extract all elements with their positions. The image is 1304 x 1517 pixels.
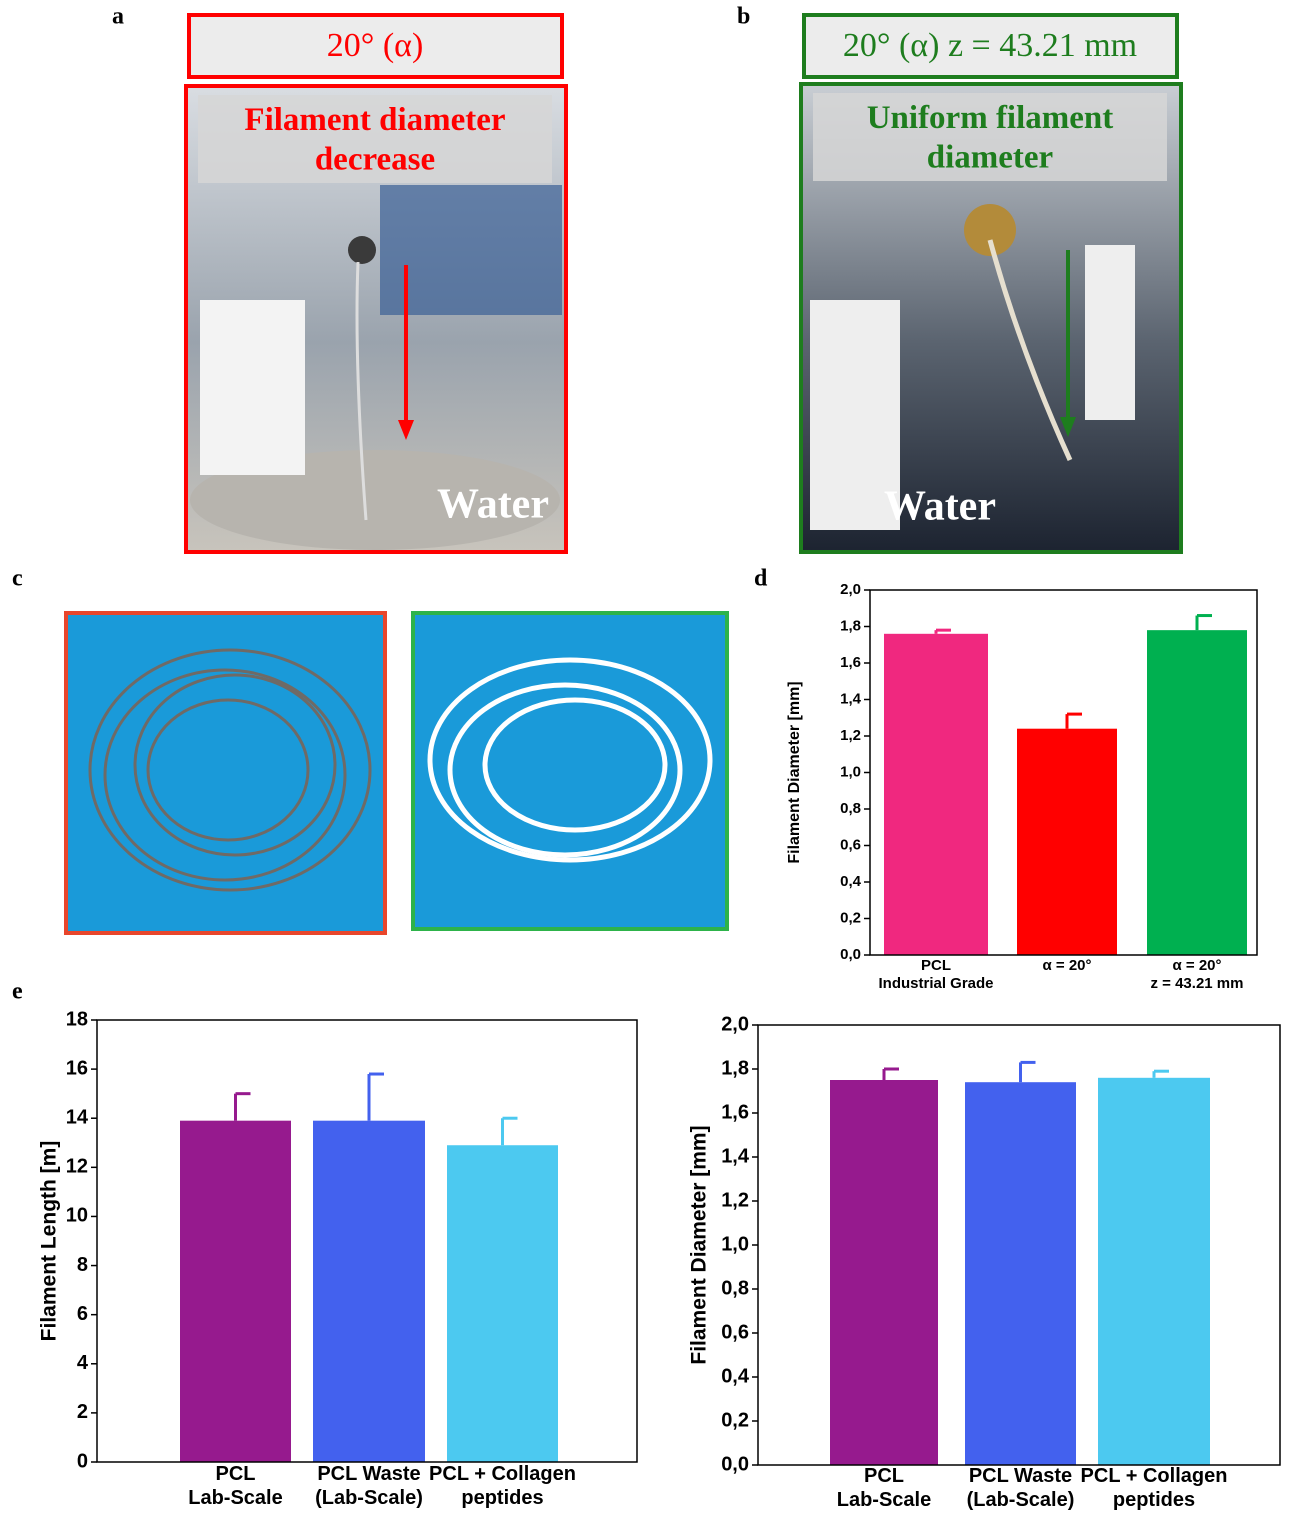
panel-letter: a bbox=[112, 4, 124, 30]
y-tick-label: 1,8 bbox=[721, 1057, 749, 1079]
y-tick-label: 0,8 bbox=[721, 1277, 749, 1299]
y-tick-label: 0 bbox=[77, 1450, 88, 1472]
bar bbox=[1017, 729, 1117, 955]
y-tick-label: 8 bbox=[77, 1254, 88, 1276]
y-tick-label: 10 bbox=[66, 1205, 88, 1227]
x-tick-label: α = 20°z = 43.21 mm bbox=[1151, 957, 1244, 992]
y-tick-label: 1,0 bbox=[840, 763, 861, 780]
panel-header: 20° (α) z = 43.21 mm bbox=[843, 27, 1137, 64]
panel-letter: c bbox=[12, 566, 23, 592]
y-tick-label: 18 bbox=[66, 1008, 88, 1030]
y-tick-label: 1,4 bbox=[840, 690, 862, 707]
y-tick-label: 0,4 bbox=[840, 873, 862, 890]
y-tick-label: 0,0 bbox=[840, 946, 861, 963]
water-label: Water bbox=[884, 484, 996, 530]
y-tick-label: 1,4 bbox=[721, 1145, 750, 1167]
bar bbox=[830, 1080, 938, 1465]
bar bbox=[180, 1121, 291, 1462]
y-tick-label: 1,6 bbox=[840, 654, 861, 671]
y-tick-label: 4 bbox=[77, 1352, 89, 1374]
y-tick-label: 2,0 bbox=[721, 1013, 749, 1035]
y-tick-label: 1,2 bbox=[840, 727, 861, 744]
y-tick-label: 0,8 bbox=[840, 800, 861, 817]
y-axis-title: Filament Length [m] bbox=[38, 1141, 61, 1342]
panel-letter: d bbox=[754, 566, 768, 592]
y-tick-label: 1,8 bbox=[840, 617, 861, 634]
y-tick-label: 0,6 bbox=[721, 1321, 749, 1343]
y-tick-label: 1,0 bbox=[721, 1233, 749, 1255]
bar bbox=[965, 1082, 1076, 1465]
y-tick-label: 1,6 bbox=[721, 1101, 749, 1123]
y-tick-label: 0,6 bbox=[840, 836, 861, 853]
panel-header: 20° (α) bbox=[327, 27, 424, 64]
y-tick-label: 6 bbox=[77, 1303, 88, 1325]
y-tick-label: 0,2 bbox=[840, 909, 861, 926]
bar bbox=[447, 1145, 558, 1462]
x-tick-label: α = 20° bbox=[1043, 957, 1092, 974]
y-tick-label: 12 bbox=[66, 1156, 88, 1178]
photo bbox=[66, 613, 385, 933]
x-tick-label: PCL Waste(Lab-Scale) bbox=[967, 1465, 1075, 1511]
y-tick-label: 1,2 bbox=[721, 1189, 749, 1211]
x-tick-label: PCL Waste(Lab-Scale) bbox=[315, 1463, 423, 1509]
photo-detail bbox=[348, 236, 376, 264]
figure: a b c d e 20° (α) Filament diameterdecre… bbox=[0, 0, 1304, 1517]
bar bbox=[1147, 630, 1247, 955]
panel-letter: e bbox=[12, 979, 23, 1005]
y-tick-label: 2,0 bbox=[840, 581, 861, 598]
y-tick-label: 0,4 bbox=[721, 1365, 750, 1387]
y-axis-title: Filament Diameter [mm] bbox=[688, 1125, 711, 1364]
y-tick-label: 0,2 bbox=[721, 1409, 749, 1431]
photo-detail bbox=[1085, 245, 1135, 420]
y-tick-label: 14 bbox=[66, 1107, 89, 1129]
bar bbox=[313, 1121, 425, 1462]
bar bbox=[1098, 1078, 1210, 1465]
y-axis-title: Filament Diameter [mm] bbox=[786, 681, 803, 863]
bar bbox=[884, 634, 988, 955]
photo-detail bbox=[200, 300, 305, 475]
water-label: Water bbox=[437, 482, 549, 528]
y-tick-label: 2 bbox=[77, 1401, 88, 1423]
y-tick-label: 16 bbox=[66, 1057, 88, 1079]
panel-letter: b bbox=[737, 4, 750, 30]
y-tick-label: 0,0 bbox=[721, 1453, 749, 1475]
